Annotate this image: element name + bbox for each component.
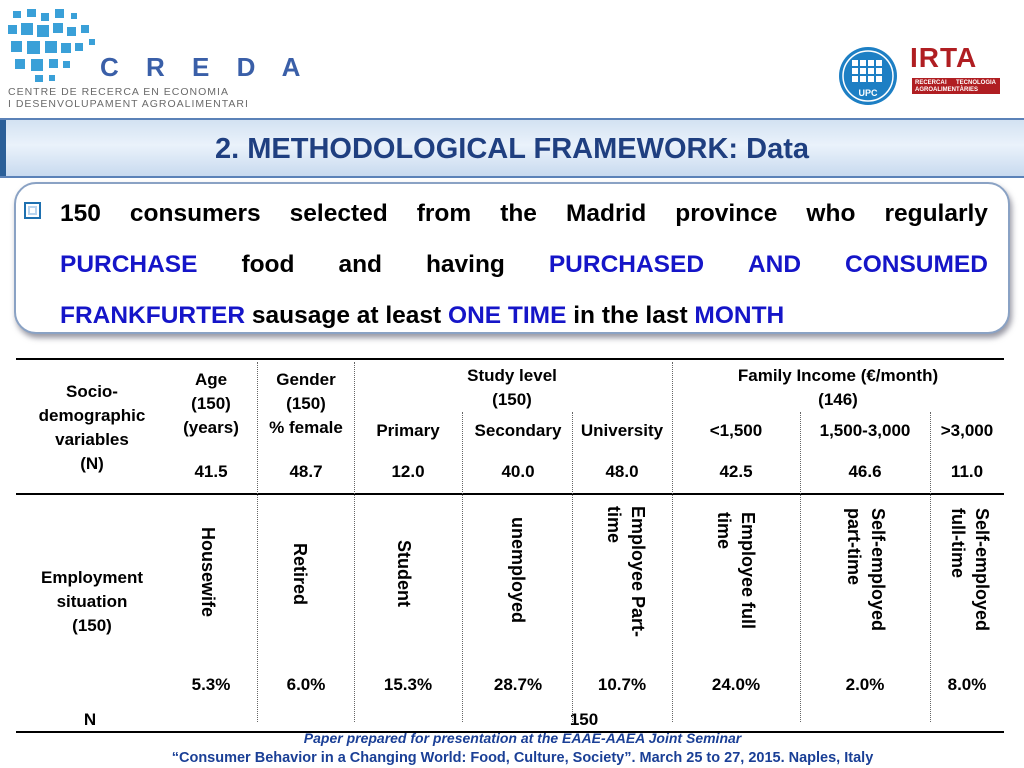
university-header: University [580,421,664,440]
secondary-header: Secondary [474,421,562,440]
bullet-word: province [675,200,778,227]
bullet-line-1: 150 consumers selected from the Madrid provinc… [60,200,988,228]
family-income-header: Family Income (€/month) (146) [737,366,939,409]
bullet-segment: ONE TIME [448,302,567,329]
emp-label-retired: Retired [290,543,310,606]
emp-value-employee-part-time: 10.7% [597,675,647,694]
income-mid-header: 1,500-3,000 [819,421,911,440]
bullet-word: food [241,251,295,278]
income-mid-value: 46.6 [848,462,882,481]
upc-logo-text: UPC [858,88,878,98]
col-divider [462,412,463,722]
creda-wordmark: C R E D A [100,52,311,82]
emp-label-self-employed-full-time: Self-employed full-time [948,508,992,632]
irta-tagline-bar: RECERCA I TECNOLOGIA AGROALIMENTÀRIES [912,78,1000,94]
study-level-header: Study level (150) [467,366,557,409]
bullet-word: CONSUMED [845,251,988,278]
emp-value-retired: 6.0% [286,675,326,694]
title-band: 2. METHODOLOGICAL FRAMEWORK: Data [0,118,1024,178]
emp-value-employee-full-time: 24.0% [711,675,761,694]
bullet-word: having [425,251,505,278]
irta-tag-4: AGROALIMENTÀRIES [915,87,978,93]
slide-title: 2. METHODOLOGICAL FRAMEWORK: Data [215,133,809,165]
footer-line-2: “Consumer Behavior in a Changing World: … [171,750,874,766]
emp-value-student: 15.3% [383,675,433,694]
employment-situation-label: Employment situation (150) [40,568,144,635]
bullet-line-2: PURCHASE food and having PURCHASED AND CONSUME… [60,251,988,279]
irta-tag-1: RECERCA [915,80,945,86]
n-label: N [83,710,97,729]
income-low-value: 42.5 [719,462,753,481]
irta-tag-2: I [945,80,947,86]
table-top-rule [16,358,1004,360]
income-low-header: <1,500 [709,421,763,440]
col-divider [354,362,355,722]
income-high-header: >3,000 [940,421,994,440]
irta-tag-3: TECNOLOGIA [956,80,996,86]
emp-value-self-employed-part-time: 2.0% [845,675,885,694]
irta-wordmark: IRTA [910,42,978,73]
socio-demographic-label: Socio-demographic variables (N) [38,382,146,473]
age-value: 41.5 [194,462,228,481]
income-high-value: 11.0 [950,462,984,481]
gender-value: 48.7 [289,462,323,481]
emp-value-housewife: 5.3% [191,675,231,694]
emp-label-student: Student [394,540,414,607]
col-divider [572,412,573,722]
bullet-word: selected [289,200,388,227]
bullet-word: 150 [60,200,101,227]
primary-header: Primary [376,421,440,440]
bullet-segment: in the last [566,302,695,329]
bullet-word: AND [747,251,802,278]
upc-logo: UPC [839,47,897,105]
bullet-segment: sausage at least [245,302,449,329]
primary-value: 12.0 [391,462,425,481]
age-header: Age (150) (years) [183,370,239,437]
col-divider [257,362,258,722]
footer-line-1: Paper prepared for presentation at the E… [303,730,742,746]
bullet-word: regularly [884,200,988,227]
secondary-value: 40.0 [501,462,535,481]
emp-value-self-employed-full-time: 8.0% [947,675,987,694]
emp-label-employee-part-time: Employee Part-time [604,506,648,638]
table-bottom-rule [16,731,1004,733]
table-mid-rule [16,493,1004,495]
emp-value-unemployed: 28.7% [493,675,543,694]
checkbox-bullet-icon [24,202,41,219]
bullet-word: PURCHASE [60,251,198,278]
bullet-word: the [500,200,537,227]
creda-subtitle-line2: I DESENVOLUPAMENT AGROALIMENTARI [8,98,249,110]
emp-label-housewife: Housewife [198,527,218,618]
emp-label-self-employed-part-time: Self-employed part-time [844,508,888,632]
bullet-word: who [806,200,856,227]
bullet-word: and [338,251,382,278]
creda-logo-mark [8,9,95,82]
col-divider [930,412,931,722]
bullet-word: PURCHASED [548,251,705,278]
bullet-word: Madrid [565,200,647,227]
emp-label-unemployed: unemployed [508,517,528,624]
col-divider [672,362,673,722]
gender-header: Gender (150)% female [269,370,343,437]
university-value: 48.0 [605,462,639,481]
bullet-word: consumers [129,200,261,227]
bullet-word: from [416,200,472,227]
bullet-line-3: FRANKFURTER sausage at least ONE TIME in… [60,302,988,330]
bullet-segment: MONTH [694,302,785,329]
col-divider [800,412,801,722]
emp-label-employee-full-time: Employee full time [714,512,758,630]
irta-logo: IRTA RECERCA I TECNOLOGIA AGROALIMENTÀRI… [910,42,1002,100]
creda-subtitle-line1: CENTRE DE RECERCA EN ECONOMIA [8,86,229,98]
title-band-stripe [0,120,6,176]
bullet-box [14,182,1010,334]
bullet-segment: FRANKFURTER [60,302,246,329]
n-value: 150 [569,710,599,729]
